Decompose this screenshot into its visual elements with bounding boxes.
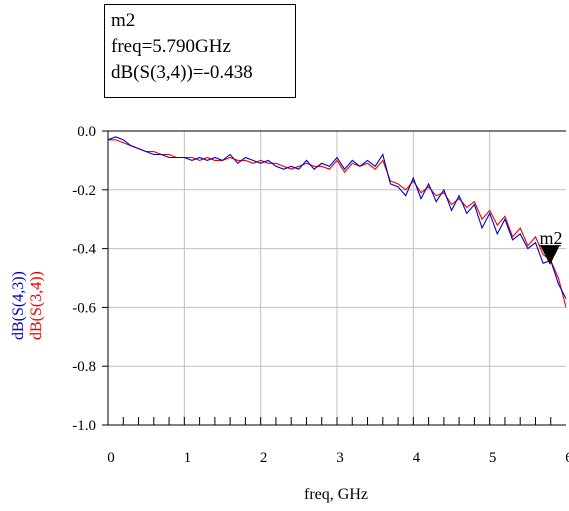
grid [108, 131, 566, 425]
axes [102, 130, 566, 426]
y-axis-label-s43: dB(S(4,3)) [10, 271, 27, 340]
marker-layer: m2 [538, 228, 562, 265]
x-tick-label: 0 [107, 450, 115, 466]
marker-freq: freq=5.790GHz [111, 36, 231, 57]
y-tick-label: -1.0 [72, 418, 96, 434]
x-tick-label: 6 [565, 450, 569, 466]
marker-m2-label: m2 [539, 228, 562, 248]
tick-labels: 0 1 2 3 4 5 6 0.0 -0.2 -0.4 -0.6 -0.8 -1.0 [72, 124, 569, 466]
x-tick-label: 5 [489, 450, 497, 466]
x-tick-label: 1 [184, 450, 192, 466]
y-tick-label: 0.0 [77, 124, 96, 140]
x-tick-label: 2 [260, 450, 268, 466]
x-tick-label: 4 [413, 450, 421, 466]
y-axis-label-s34: dB(S(3,4)) [28, 271, 45, 340]
y-tick-label: -0.2 [72, 183, 96, 199]
y-tick-label: -0.4 [72, 242, 96, 258]
marker-value: dB(S(3,4))=-0.438 [111, 62, 253, 83]
series-line-s43 [107, 136, 567, 299]
x-tick-label: 3 [336, 450, 344, 466]
marker-readout[interactable]: m2 freq=5.790GHz dB(S(3,4))=-0.438 [104, 4, 296, 98]
x-axis-label: freq, GHz [304, 486, 368, 503]
marker-name: m2 [111, 10, 136, 31]
series-lines [107, 136, 567, 308]
y-tick-label: -0.8 [72, 359, 96, 375]
y-tick-label: -0.6 [72, 300, 96, 316]
